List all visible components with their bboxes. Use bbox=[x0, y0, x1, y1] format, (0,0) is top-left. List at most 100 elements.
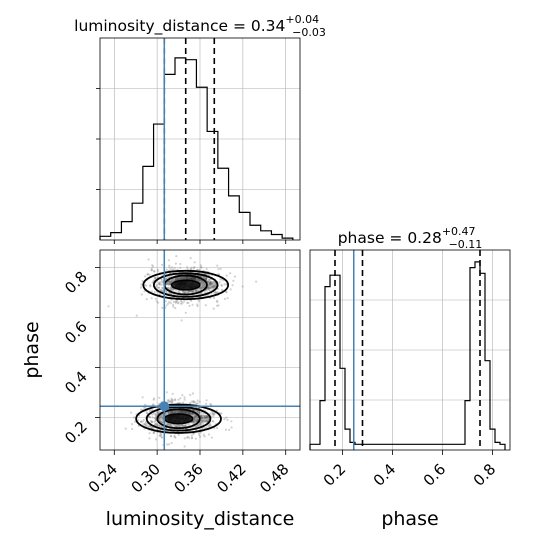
joint-sample-point-1-202 bbox=[176, 411, 179, 414]
joint-sample-point-0-741 bbox=[198, 278, 201, 281]
joint-sample-point-0-93 bbox=[192, 267, 196, 270]
joint-sample-point-0-650 bbox=[165, 304, 168, 307]
joint-sample-point-0-233 bbox=[202, 286, 205, 290]
phase-title-sub: −0.11 bbox=[449, 238, 483, 251]
joint-sample-point-0-625 bbox=[167, 275, 170, 278]
joint-sample-point-0-204 bbox=[216, 300, 219, 303]
joint-sample-point-1-390 bbox=[171, 398, 174, 401]
joint-sample-point-0-758 bbox=[200, 286, 203, 289]
joint-sample-point-0-229 bbox=[208, 288, 211, 291]
joint-sample-point-1-380 bbox=[182, 410, 185, 413]
joint-sample-point-0-420 bbox=[169, 287, 172, 290]
joint-sample-point-0-735 bbox=[174, 301, 177, 304]
joint-sample-point-0-159 bbox=[189, 268, 192, 271]
joint-sample-point-0-354 bbox=[173, 267, 176, 270]
joint-sample-point-0-5 bbox=[187, 301, 190, 304]
joint-sample-point-1-775 bbox=[160, 416, 163, 419]
joint-sample-point-1-742 bbox=[153, 431, 156, 434]
joint-sample-point-0-227 bbox=[196, 304, 199, 308]
joint-sample-point-1-304 bbox=[170, 397, 173, 400]
joint-sample-point-0-526 bbox=[157, 286, 160, 289]
joint-sample-point-0-353 bbox=[193, 277, 196, 280]
phase-title-base: phase = 0.28 bbox=[338, 229, 442, 247]
joint-sample-point-1-140 bbox=[191, 412, 194, 415]
joint-sample-point-0-269 bbox=[146, 273, 149, 276]
joint-sample-point-1-676 bbox=[154, 419, 157, 422]
joint-sample-point-1-770 bbox=[141, 420, 144, 423]
joint-sample-point-1-95 bbox=[141, 396, 144, 399]
joint-sample-point-0-152 bbox=[167, 280, 170, 283]
joint-sample-point-0-682 bbox=[158, 281, 161, 284]
joint-sample-point-1-381 bbox=[206, 425, 209, 428]
joint-sample-point-1-499 bbox=[169, 412, 172, 415]
joint-sample-point-1-497 bbox=[192, 400, 196, 403]
joint-sample-point-1-66 bbox=[209, 403, 212, 406]
joint-sample-point-1-410 bbox=[166, 423, 169, 426]
joint-sample-point-0-676 bbox=[202, 280, 205, 283]
joint-sample-point-1-394 bbox=[142, 419, 145, 422]
joint-sample-point-1-586 bbox=[192, 422, 195, 425]
joint-sample-point-1-698 bbox=[169, 423, 172, 426]
joint-sample-point-1-627 bbox=[184, 411, 187, 414]
joint-sample-point-0-667 bbox=[181, 302, 184, 305]
joint-sample-point-0-368 bbox=[210, 281, 213, 284]
joint-sample-point-0-176 bbox=[216, 304, 219, 307]
joint-sample-point-1-578 bbox=[158, 419, 162, 422]
joint-sample-point-1-204 bbox=[204, 416, 207, 419]
joint-sample-point-0-99 bbox=[192, 290, 195, 294]
joint-sample-point-1-565 bbox=[193, 415, 197, 418]
joint-sample-point-1-678 bbox=[200, 415, 203, 419]
joint-sample-point-1-791 bbox=[198, 422, 201, 426]
joint-sample-point-0-809 bbox=[209, 280, 212, 284]
joint-sample-point-1-433 bbox=[169, 435, 173, 438]
joint-sample-point-0-362 bbox=[193, 278, 196, 281]
joint-sample-point-1-590 bbox=[140, 420, 143, 423]
joint-sample-point-1-827 bbox=[207, 433, 211, 436]
joint-sample-point-1-135 bbox=[170, 401, 173, 404]
joint-sample-point-1-291 bbox=[197, 424, 200, 428]
joint-sample-point-0-462 bbox=[167, 302, 170, 305]
joint-sample-point-0-113 bbox=[180, 277, 183, 280]
joint-sample-point-1-60 bbox=[172, 423, 175, 426]
joint-sample-point-1-121 bbox=[170, 441, 173, 445]
joint-sample-point-1-466 bbox=[202, 433, 205, 436]
joint-sample-point-1-548 bbox=[131, 423, 134, 426]
joint-xtick-label-4: 0.48 bbox=[256, 460, 292, 496]
joint-sample-point-1-418 bbox=[148, 416, 151, 419]
joint-sample-point-0-552 bbox=[155, 285, 158, 288]
joint-sample-point-1-240 bbox=[148, 415, 151, 419]
joint-sample-point-1-113 bbox=[201, 421, 204, 424]
joint-sample-point-1-459 bbox=[196, 424, 199, 427]
joint-sample-point-0-557 bbox=[225, 291, 228, 294]
joint-sample-point-1-256 bbox=[213, 413, 216, 416]
phase-hist-frame bbox=[309, 249, 511, 451]
joint-sample-point-1-477 bbox=[190, 434, 193, 437]
joint-sample-point-1-819 bbox=[194, 415, 197, 418]
joint-sample-point-1-790 bbox=[186, 436, 189, 439]
joint-sample-point-1-151 bbox=[195, 402, 198, 405]
joint-sample-point-1-444 bbox=[199, 435, 202, 438]
joint-sample-point-0-304 bbox=[179, 266, 182, 269]
joint-sample-point-1-683 bbox=[183, 437, 186, 440]
joint-sample-point-1-35 bbox=[193, 417, 196, 420]
joint-sample-point-1-755 bbox=[191, 420, 194, 423]
joint-sample-point-1-81 bbox=[189, 393, 192, 396]
joint-sample-point-1-450 bbox=[175, 409, 178, 412]
joint-sample-point-1-579 bbox=[186, 435, 189, 438]
joint-sample-point-1-131 bbox=[216, 426, 219, 430]
joint-sample-point-0-680 bbox=[196, 277, 199, 280]
joint-sample-point-0-64 bbox=[185, 277, 188, 280]
joint-sample-point-1-605 bbox=[147, 425, 150, 429]
joint-sample-point-0-222 bbox=[184, 290, 187, 293]
joint-sample-point-1-723 bbox=[145, 424, 148, 428]
joint-sample-point-0-428 bbox=[186, 301, 189, 304]
joint-sample-point-0-789 bbox=[212, 307, 215, 310]
joint-sample-point-1-307 bbox=[166, 443, 169, 446]
joint-sample-point-0-127 bbox=[166, 286, 169, 289]
joint-sample-point-0-649 bbox=[189, 299, 192, 302]
joint-sample-point-1-144 bbox=[193, 419, 196, 422]
joint-sample-point-1-835 bbox=[188, 423, 191, 426]
joint-sample-point-1-55 bbox=[191, 436, 194, 439]
joint-sample-point-0-166 bbox=[165, 290, 168, 293]
